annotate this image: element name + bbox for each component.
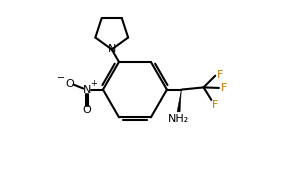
Text: −: − [57,74,65,84]
Text: N: N [83,85,91,95]
Text: O: O [83,105,91,115]
Text: NH₂: NH₂ [168,114,189,124]
Polygon shape [177,90,181,112]
Text: +: + [90,79,97,88]
Text: F: F [212,100,218,110]
Text: N: N [108,44,116,54]
Text: F: F [217,70,223,80]
Text: F: F [221,83,227,93]
Text: O: O [65,79,74,89]
